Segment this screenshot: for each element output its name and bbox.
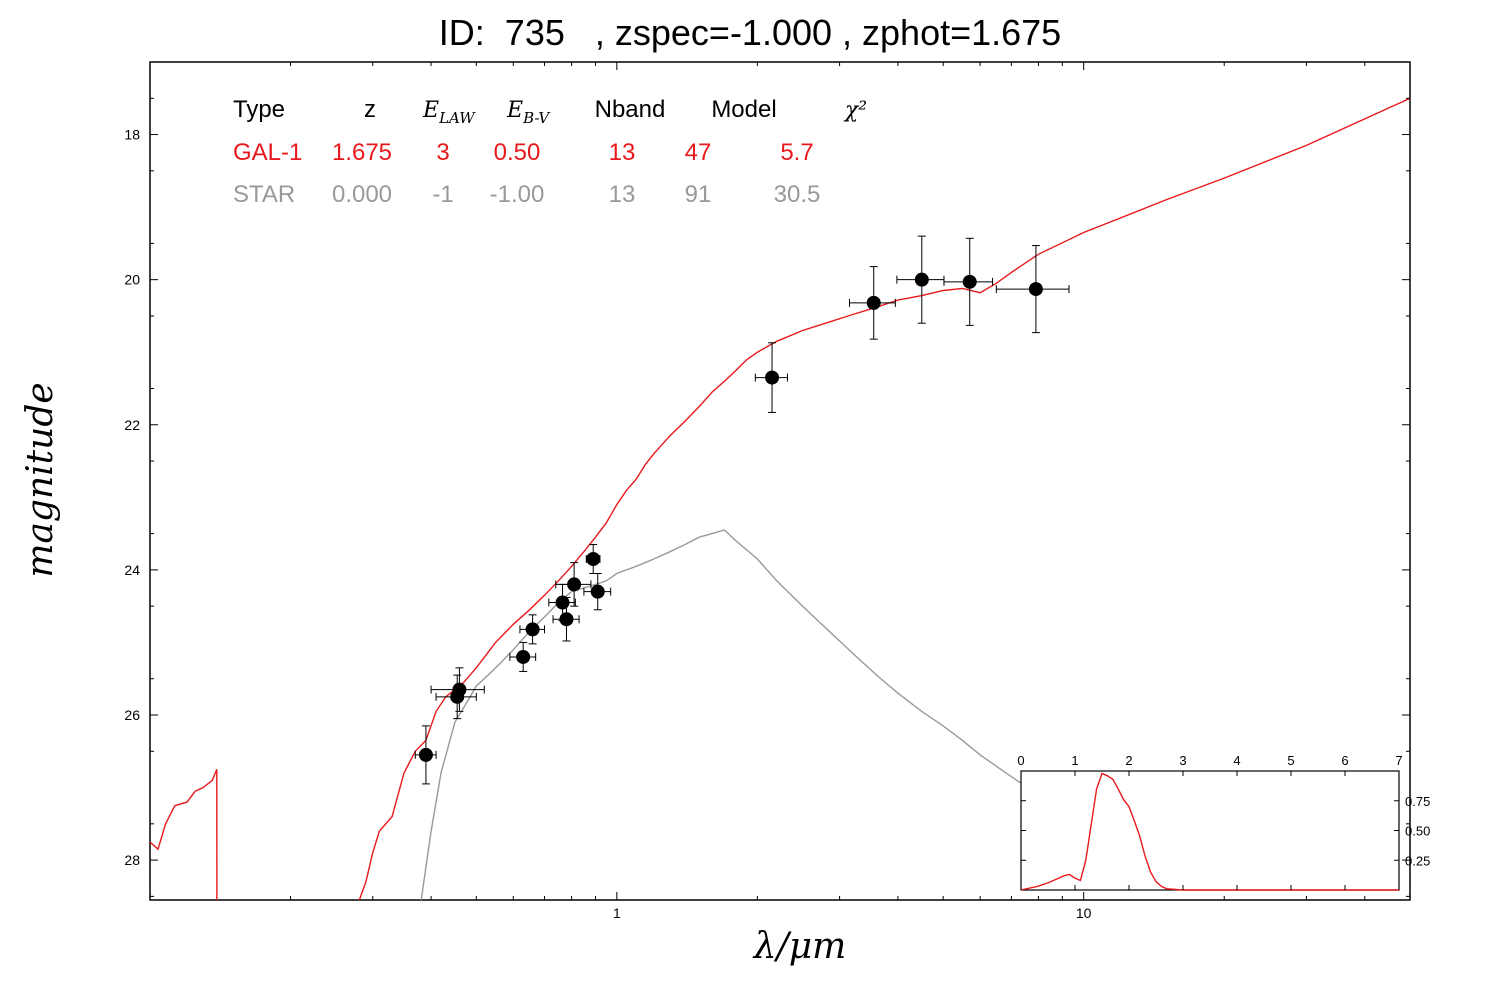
legend-header-ebv-main: E xyxy=(506,98,523,123)
photometry-point xyxy=(519,614,546,645)
photometry-point xyxy=(583,573,612,611)
photometry-marker xyxy=(586,551,601,566)
legend-header-ebv: EB-V xyxy=(506,98,551,127)
inset-x-tick-label: 3 xyxy=(1179,753,1186,768)
legend-header-chi2: χ² xyxy=(843,98,867,123)
legend-header-elaw-main: E xyxy=(422,98,439,123)
photometry-point xyxy=(414,725,437,785)
photometry-marker xyxy=(418,747,433,762)
inset-x-tick-label: 1 xyxy=(1071,753,1078,768)
x-tick-label: 10 xyxy=(1076,905,1092,921)
inset-frame xyxy=(1020,770,1400,891)
x-tick-label: 1 xyxy=(613,905,621,921)
legend-cell-gal-1-model: 47 xyxy=(685,139,712,166)
y-tick-label: 26 xyxy=(124,707,140,723)
inset-y-tick-label: 0.75 xyxy=(1405,794,1430,809)
legend-cell-star-z: 0.000 xyxy=(332,181,392,208)
legend-header-z: z xyxy=(364,96,376,123)
y-tick-label: 28 xyxy=(124,852,140,868)
photometry-marker xyxy=(525,622,540,637)
photometry-point xyxy=(552,596,580,642)
x-axis-label: λ/μm xyxy=(752,926,846,967)
photometry-point xyxy=(848,266,896,340)
photometry-marker xyxy=(452,682,467,697)
legend-cell-gal-1-type: GAL-1 xyxy=(233,139,302,166)
photometry-point xyxy=(943,237,994,326)
photometry-point xyxy=(555,562,592,607)
inset-y-tick-label: 0.50 xyxy=(1405,824,1430,839)
y-tick-label: 20 xyxy=(124,272,140,288)
y-axis-label: magnitude xyxy=(20,382,61,577)
legend-cell-gal-1-elaw: 3 xyxy=(436,139,449,166)
legend-cell-star-chi2: 30.5 xyxy=(774,181,821,208)
legend-cell-star-elaw: -1 xyxy=(432,181,453,208)
photometry-point xyxy=(509,641,537,672)
legend-header-elaw: ELAW xyxy=(422,98,476,127)
photometry-marker xyxy=(590,584,605,599)
photometry-marker xyxy=(1028,282,1043,297)
chart-title: ID: 735 , zspec=-1.000 , zphot=1.675 xyxy=(438,12,1062,53)
photometry-point xyxy=(995,245,1070,334)
photometry-point xyxy=(585,543,601,575)
inset-x-tick-label: 4 xyxy=(1233,753,1240,768)
legend-cell-gal-1-nband: 13 xyxy=(609,139,636,166)
photometry-marker xyxy=(866,295,881,310)
legend-cell-gal-1-chi2: 5.7 xyxy=(780,139,813,166)
legend-cell-gal-1-ebv: 0.50 xyxy=(494,139,541,166)
legend-header-model: Model xyxy=(711,96,776,123)
photometry-marker xyxy=(567,577,582,592)
y-tick-label: 22 xyxy=(124,417,140,433)
legend-cell-gal-1-z: 1.675 xyxy=(332,139,392,166)
series-line-gal-1 xyxy=(150,97,1410,900)
legend-header-ebv-sub: B-V xyxy=(522,109,551,127)
inset-pdz-line xyxy=(1020,772,1399,891)
legend-header-nband: Nband xyxy=(595,96,666,123)
photometry-point xyxy=(896,235,945,324)
y-tick-label: 24 xyxy=(124,562,140,578)
plot-frame xyxy=(149,61,1411,901)
inset-x-tick-label: 6 xyxy=(1341,753,1348,768)
legend-cell-star-nband: 13 xyxy=(609,181,636,208)
inset-x-tick-label: 5 xyxy=(1287,753,1294,768)
photometry-marker xyxy=(516,649,531,664)
inset-x-tick-label: 0 xyxy=(1017,753,1024,768)
legend-header-elaw-sub: LAW xyxy=(438,109,476,127)
inset-x-tick-label: 2 xyxy=(1125,753,1132,768)
photometry-point xyxy=(435,674,477,720)
legend-cell-star-model: 91 xyxy=(685,181,712,208)
series-line-star xyxy=(420,529,1085,900)
y-tick-label: 18 xyxy=(124,127,140,143)
legend-cell-star-ebv: -1.00 xyxy=(490,181,545,208)
inset-y-tick-label: 0.25 xyxy=(1405,853,1430,868)
photometry-marker xyxy=(914,272,929,287)
photometry-marker xyxy=(962,274,977,289)
photometry-point xyxy=(754,342,788,413)
photometry-point xyxy=(430,667,485,712)
legend-cell-star-type: STAR xyxy=(233,181,295,208)
inset-x-tick-label: 7 xyxy=(1395,753,1402,768)
photometry-marker xyxy=(559,612,574,627)
photometry-marker xyxy=(765,370,780,385)
legend-header-type: Type xyxy=(233,96,285,123)
